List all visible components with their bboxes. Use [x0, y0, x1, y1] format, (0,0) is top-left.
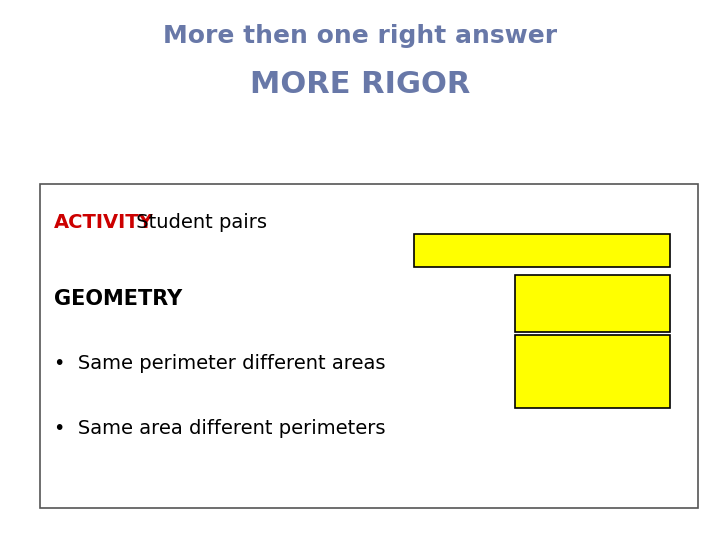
Text: More then one right answer: More then one right answer — [163, 24, 557, 48]
Text: •  Same area different perimeters: • Same area different perimeters — [54, 418, 385, 437]
Text: MORE RIGOR: MORE RIGOR — [250, 70, 470, 99]
Text: GEOMETRY: GEOMETRY — [54, 289, 182, 309]
FancyBboxPatch shape — [515, 335, 670, 408]
Text: Student pairs: Student pairs — [130, 213, 266, 232]
FancyBboxPatch shape — [515, 275, 670, 332]
FancyBboxPatch shape — [414, 234, 670, 267]
Text: ACTIVITY: ACTIVITY — [54, 213, 154, 232]
FancyBboxPatch shape — [40, 184, 698, 508]
Text: •  Same perimeter different areas: • Same perimeter different areas — [54, 354, 385, 373]
